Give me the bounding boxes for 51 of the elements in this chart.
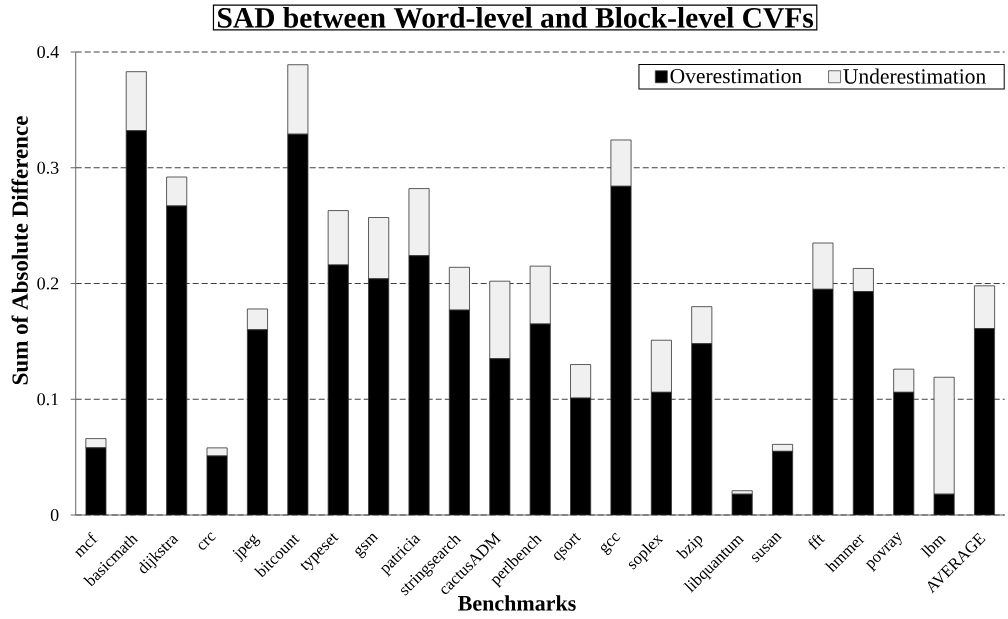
bar [489, 358, 511, 515]
bar [691, 306, 713, 345]
y-tick-label: 0.1 [37, 393, 59, 406]
bar [529, 265, 551, 325]
legend-label: Overestimation [670, 68, 802, 84]
bar [368, 217, 390, 280]
bar [772, 450, 794, 515]
y-tick-label: 0.4 [37, 45, 59, 59]
x-axis-title: Benchmarks [458, 595, 576, 611]
y-tick-label: 0.2 [37, 277, 59, 290]
bar [731, 490, 753, 495]
bar [246, 329, 268, 515]
bar [448, 309, 470, 515]
bar [852, 291, 874, 515]
bar [368, 278, 390, 515]
x-tick-label: fft [808, 534, 825, 551]
bar [933, 376, 955, 495]
bar [166, 205, 188, 515]
x-tick-label: gsm [355, 533, 379, 559]
bar [893, 391, 915, 515]
y-tick-label: 0 [50, 508, 59, 522]
bar [489, 280, 511, 360]
bar [125, 130, 147, 515]
bar [610, 139, 632, 187]
bar [448, 266, 470, 311]
bar [529, 323, 551, 515]
bar [570, 364, 592, 399]
bar [327, 210, 349, 266]
bar [650, 391, 672, 515]
x-tick-label: gcc [601, 532, 621, 556]
bar [246, 308, 268, 331]
x-tick-label: crc [198, 532, 216, 550]
bar [287, 133, 309, 515]
bar [691, 343, 713, 515]
chart-title: SAD between Word-level and Block-level CVFs [218, 7, 814, 28]
bar [570, 397, 592, 515]
bar [893, 368, 915, 393]
bar [650, 339, 672, 393]
y-tick-label: 0.3 [37, 161, 59, 174]
bar [408, 188, 430, 257]
bar [772, 443, 794, 452]
bar [974, 328, 996, 515]
bar [852, 268, 874, 292]
bar [85, 447, 107, 515]
bar [166, 176, 188, 207]
bar [812, 242, 834, 290]
x-tick-label: qsort [554, 533, 581, 561]
bar [206, 455, 228, 515]
y-axis-title: Sum of Absolute Difference [11, 116, 28, 385]
legend-label: Underestimation [843, 68, 986, 84]
bar [327, 264, 349, 515]
